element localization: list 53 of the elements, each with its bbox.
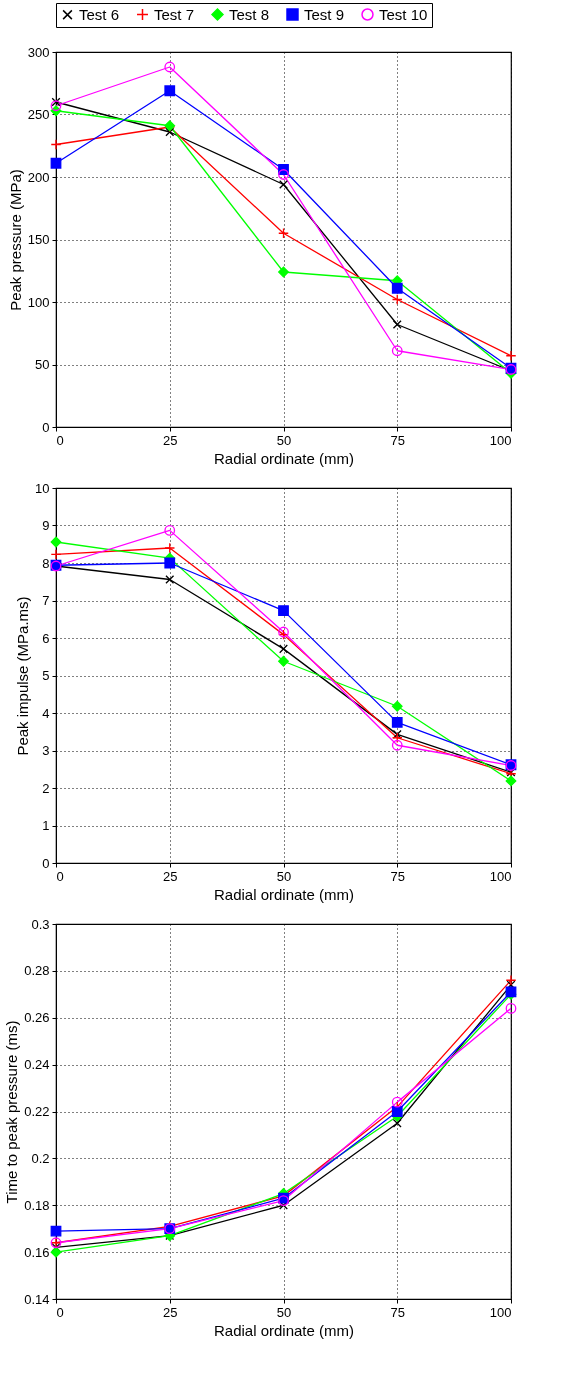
x-tick-label: 100 xyxy=(489,1304,512,1320)
y-tick-label: 0.18 xyxy=(24,1197,50,1213)
y-axis-title: Time to peak pressure (ms) xyxy=(3,1020,21,1204)
y-tick-label: 0.2 xyxy=(31,1150,50,1166)
x-tick-label: 50 xyxy=(276,1304,292,1320)
x-tick-label: 100 xyxy=(489,868,512,884)
y-tick-label: 9 xyxy=(42,518,50,533)
x-tick-label: 0 xyxy=(56,868,64,884)
y-tick-label: 0.3 xyxy=(31,916,50,932)
x-tick-label: 100 xyxy=(489,432,512,448)
y-tick-label: 150 xyxy=(27,232,50,247)
y-tick-label: 100 xyxy=(27,294,50,310)
x-tick-label: 25 xyxy=(163,868,178,884)
x-tick-label: 75 xyxy=(390,868,405,884)
x-tick-label: 25 xyxy=(163,1304,178,1320)
y-tick-label: 0.28 xyxy=(24,963,50,979)
y-tick-label: 200 xyxy=(27,169,50,185)
y-tick-label: 250 xyxy=(27,107,50,122)
x-axis-title: Radial ordinate (mm) xyxy=(213,1321,355,1339)
y-tick-label: 0.14 xyxy=(24,1291,50,1307)
y-tick-label: 300 xyxy=(27,44,50,60)
x-axis-title: Radial ordinate (mm) xyxy=(213,449,355,467)
y-tick-label: 0.24 xyxy=(24,1057,50,1073)
x-tick-label: 25 xyxy=(163,432,178,448)
x-axis-title: Radial ordinate (mm) xyxy=(213,885,355,903)
y-tick-label: 1 xyxy=(42,818,50,833)
y-tick-label: 6 xyxy=(42,630,50,646)
y-tick-label: 0 xyxy=(42,855,50,871)
y-axis-title: Peak pressure (MPa) xyxy=(6,169,24,311)
legend-label: Test 9 xyxy=(304,5,345,23)
x-tick-label: 75 xyxy=(390,432,405,448)
y-tick-label: 0.26 xyxy=(24,1010,50,1026)
x-tick-label: 50 xyxy=(276,868,292,884)
y-tick-label: 0 xyxy=(42,419,50,435)
legend-label: Test 10 xyxy=(379,5,428,23)
y-tick-label: 4 xyxy=(42,705,50,721)
legend-label: Test 8 xyxy=(229,5,270,23)
legend-label: Test 6 xyxy=(79,5,120,23)
legend-label: Test 7 xyxy=(154,5,195,23)
y-axis-title: Peak impulse (MPa.ms) xyxy=(14,596,32,756)
y-tick-label: 5 xyxy=(42,668,50,683)
x-tick-label: 75 xyxy=(390,1304,405,1320)
x-tick-label: 50 xyxy=(276,432,292,448)
y-tick-label: 50 xyxy=(35,357,50,372)
y-tick-label: 0.16 xyxy=(24,1244,50,1260)
y-tick-label: 3 xyxy=(42,743,50,758)
x-tick-label: 0 xyxy=(56,432,64,448)
y-tick-label: 7 xyxy=(42,593,50,608)
y-tick-label: 2 xyxy=(42,780,50,796)
y-tick-label: 10 xyxy=(35,480,50,496)
y-tick-label: 0.22 xyxy=(24,1104,50,1119)
x-tick-label: 0 xyxy=(56,1304,64,1320)
y-tick-label: 8 xyxy=(42,555,50,571)
